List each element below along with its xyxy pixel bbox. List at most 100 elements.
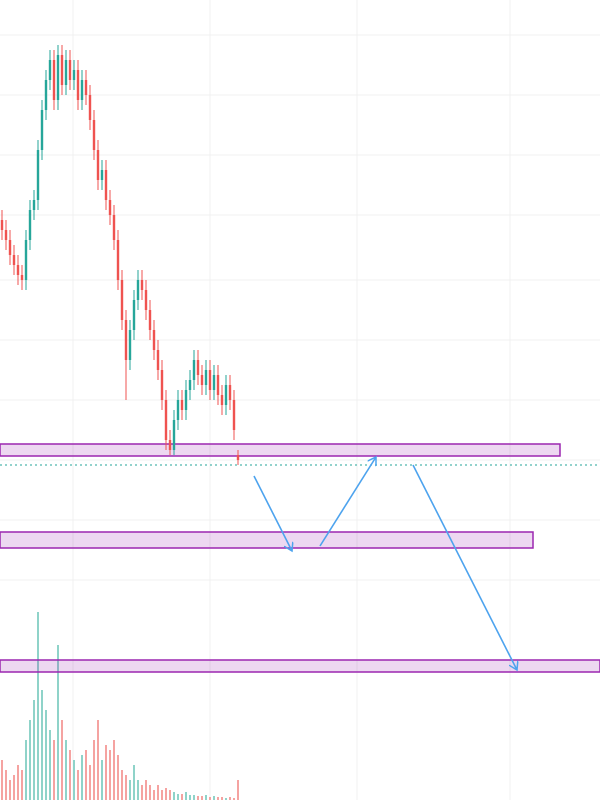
volume-bar — [13, 775, 15, 800]
candle-body — [24, 240, 28, 280]
volume-bar — [137, 780, 139, 800]
candle-body — [44, 80, 48, 110]
candle-body — [0, 220, 4, 230]
candle-body — [228, 385, 232, 400]
volume-bar — [201, 796, 203, 800]
volume-bar — [37, 612, 39, 800]
candle-body — [180, 400, 184, 410]
candle-body — [48, 60, 52, 80]
candle-body — [196, 360, 200, 375]
volume-bar — [185, 792, 187, 800]
candle-body — [224, 385, 228, 405]
candle-body — [200, 375, 204, 385]
candle-body — [88, 95, 92, 120]
candle-body — [184, 390, 188, 410]
candle-body — [108, 200, 112, 215]
volume-bar — [169, 790, 171, 800]
volume-bar — [181, 794, 183, 800]
volume-bar — [109, 750, 111, 800]
candle-body — [56, 55, 60, 100]
candle-body — [232, 400, 236, 430]
candle-body — [156, 350, 160, 370]
candle-body — [104, 170, 108, 200]
volume-bar — [105, 745, 107, 800]
volume-bar — [1, 760, 3, 800]
volume-bar — [125, 775, 127, 800]
volume-bar — [177, 794, 179, 800]
volume-bar — [45, 710, 47, 800]
volume-bar — [41, 690, 43, 800]
candle-body — [216, 375, 220, 395]
volume-bar — [49, 730, 51, 800]
arrows — [253, 457, 517, 670]
volume-bar — [53, 740, 55, 800]
candle-body — [92, 120, 96, 150]
candle-body — [112, 215, 116, 240]
volume-bar — [117, 755, 119, 800]
candle-body — [128, 330, 132, 360]
candle-body — [208, 370, 212, 390]
volume-bar — [93, 740, 95, 800]
volume-bar — [209, 797, 211, 800]
zone — [0, 659, 600, 673]
candle-body — [140, 280, 144, 290]
volume-bar — [17, 765, 19, 800]
candle-body — [220, 395, 224, 405]
candle-body — [16, 265, 20, 275]
volume-bar — [149, 785, 151, 800]
volume-bar — [33, 700, 35, 800]
arrow — [412, 464, 517, 670]
candle-body — [72, 70, 76, 80]
candle-body — [52, 60, 56, 100]
volume-bar — [101, 760, 103, 800]
volume-bar — [145, 780, 147, 800]
volume-bar — [69, 750, 71, 800]
zone — [0, 443, 561, 457]
volume-bar — [25, 740, 27, 800]
candle-body — [192, 360, 196, 380]
candle-body — [28, 210, 32, 240]
volume-bar — [29, 720, 31, 800]
candle-body — [84, 80, 88, 95]
volume-bar — [217, 797, 219, 800]
volume-bar — [89, 765, 91, 800]
arrow — [319, 457, 376, 547]
volume-bar — [165, 788, 167, 800]
volume-bar — [129, 780, 131, 800]
candle-body — [168, 440, 172, 450]
volume-bar — [73, 760, 75, 800]
volume-bar — [173, 792, 175, 800]
candle-body — [36, 150, 40, 200]
candle-body — [100, 170, 104, 180]
candle-body — [116, 240, 120, 280]
volume-bar — [97, 720, 99, 800]
volume-bar — [225, 798, 227, 800]
volume-bar — [205, 795, 207, 800]
candle-body — [80, 80, 84, 100]
volume-bar — [85, 750, 87, 800]
candle-body — [212, 375, 216, 390]
candle-body — [60, 55, 64, 85]
volume-bar — [193, 795, 195, 800]
volume-bar — [221, 797, 223, 800]
candle-body — [132, 300, 136, 330]
candle-body — [120, 280, 124, 320]
candle-body — [160, 370, 164, 400]
volume-bar — [61, 720, 63, 800]
candle-body — [152, 330, 156, 350]
candle-body — [164, 400, 168, 440]
volume-bar — [21, 770, 23, 800]
candle-body — [64, 60, 68, 85]
volume-bar — [141, 785, 143, 800]
candle-body — [68, 60, 72, 80]
candle-body — [40, 110, 44, 150]
volume-bar — [81, 755, 83, 800]
candle-body — [172, 420, 176, 450]
candle-body — [96, 150, 100, 180]
volume-bar — [161, 790, 163, 800]
candle-body — [4, 230, 8, 240]
volume-bar — [133, 765, 135, 800]
candle-body — [76, 70, 80, 100]
